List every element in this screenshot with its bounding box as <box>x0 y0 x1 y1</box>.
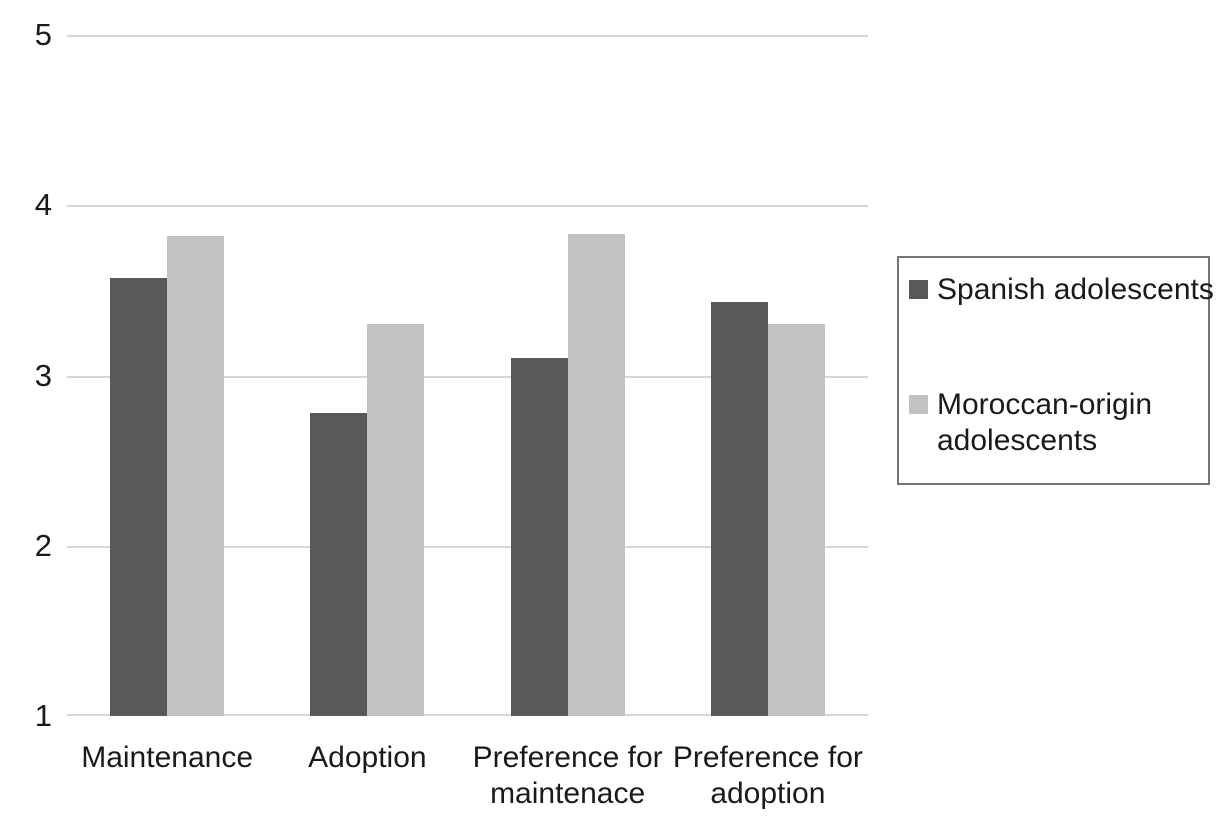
y-tick-label: 5 <box>34 17 52 52</box>
bar <box>310 412 368 716</box>
bar <box>167 235 225 716</box>
gridline <box>67 714 868 716</box>
legend: Spanish adolescents Moroccan-origin adol… <box>897 256 1214 485</box>
bar <box>510 358 568 716</box>
legend-label-moroccan: Moroccan-origin adolescents <box>937 388 1153 457</box>
gridline <box>67 205 868 208</box>
y-tick-label: 1 <box>34 698 52 733</box>
x-category-label: Preference for adoption <box>672 741 863 810</box>
bar <box>710 302 768 716</box>
plot-area <box>67 35 868 716</box>
gridline <box>67 375 868 378</box>
bar <box>567 234 625 716</box>
y-tick-label: 2 <box>34 527 52 563</box>
gridline <box>67 545 868 548</box>
bar <box>367 324 425 716</box>
legend-label-spanish: Spanish adolescents <box>937 273 1214 306</box>
x-category-label: Preference for maintenace <box>472 741 663 810</box>
legend-item-spanish: Spanish adolescents <box>909 272 1214 308</box>
y-tick-label: 3 <box>34 357 52 393</box>
legend-swatch-spanish-icon <box>909 280 928 299</box>
x-category-label: Maintenance <box>81 741 254 774</box>
gridline <box>67 35 868 37</box>
bar <box>110 278 168 716</box>
bar <box>767 324 825 716</box>
legend-item-moroccan: Moroccan-origin adolescents <box>909 387 1208 459</box>
x-category-label: Adoption <box>308 741 427 774</box>
legend-swatch-moroccan-icon <box>909 395 928 414</box>
y-tick-label: 4 <box>34 187 52 223</box>
